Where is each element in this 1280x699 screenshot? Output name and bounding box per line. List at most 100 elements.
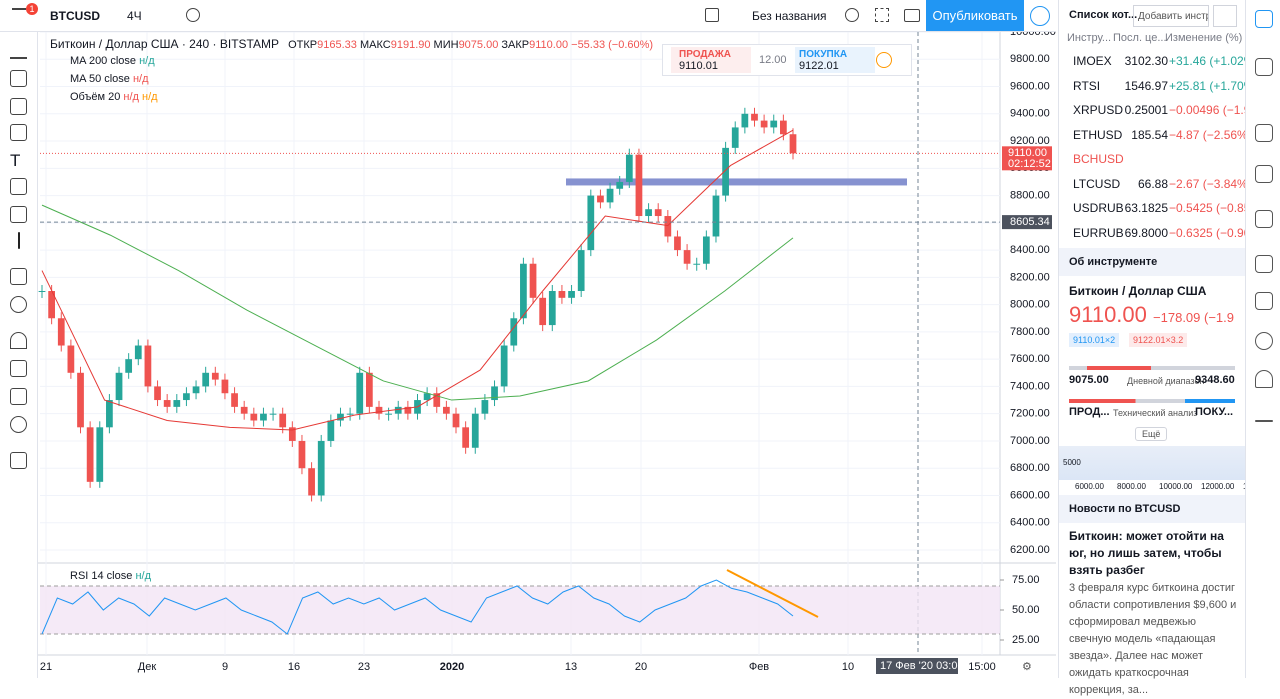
candle (616, 181, 624, 189)
sell-label: ПРОДАЖА (679, 49, 731, 60)
ohlc-value: 9165.33 (317, 39, 357, 51)
notifications-icon[interactable] (1255, 370, 1273, 388)
candle (741, 113, 749, 128)
candle (683, 250, 691, 264)
alerts-icon[interactable] (1255, 58, 1273, 76)
rect-tool[interactable] (10, 124, 27, 141)
hints-icon[interactable] (1255, 332, 1273, 350)
row-change: −0.00496 (−1.95% (1169, 103, 1268, 117)
lock-drawings[interactable] (10, 360, 27, 377)
candle (260, 413, 267, 421)
sell-box[interactable]: ПРОДАЖА 9110.01 (671, 47, 751, 73)
rsi-band (40, 586, 1000, 634)
legend-interval: 240 (189, 37, 210, 51)
line-tool[interactable] (10, 70, 27, 87)
info-icon[interactable] (876, 52, 892, 68)
legend-na: н/д (142, 91, 158, 103)
candle (211, 372, 219, 380)
candle (722, 147, 729, 196)
x-tick-label: 20 (635, 661, 647, 673)
drawing-toolbar: T (0, 32, 38, 678)
indicator-icon[interactable] (186, 8, 200, 22)
snapshot-icon[interactable] (904, 9, 920, 22)
trend-icon[interactable] (1255, 420, 1273, 422)
news-headline[interactable]: Биткоин: может отойти на юг, но лишь зат… (1069, 529, 1224, 577)
x-tick-label: Дек (138, 661, 157, 673)
watchlist-row[interactable]: BCHUSD (1059, 146, 1246, 170)
x-tick-label: 16 (288, 661, 300, 673)
ideas-icon[interactable] (1255, 165, 1273, 183)
messages-icon[interactable] (1255, 292, 1273, 310)
chat-icon[interactable] (1255, 255, 1273, 273)
replay-button[interactable] (1030, 6, 1050, 26)
candle (385, 413, 392, 415)
text-tool[interactable]: T (10, 151, 21, 170)
more-button[interactable]: Ещё (1135, 427, 1168, 441)
visibility-tool[interactable] (10, 416, 27, 433)
watchlist-row[interactable]: IMOEX 3102.30 +31.46 (+1.02%) (1059, 48, 1258, 72)
ohlc-label: МАКС (359, 39, 391, 51)
candle (115, 372, 123, 401)
candle (183, 393, 190, 401)
candle (394, 406, 402, 414)
row-symbol: EURRUB (1073, 225, 1124, 240)
candle (163, 400, 171, 407)
interval[interactable]: 4Ч (127, 9, 142, 23)
watchlist-row[interactable]: RTSI 1546.97 +25.81 (+1.70%) (1059, 73, 1258, 97)
candle (327, 420, 335, 441)
trash-tool[interactable] (10, 452, 27, 469)
watchlist-title[interactable]: Список кот... (1069, 9, 1138, 21)
watchlist-row[interactable]: XRPUSD 0.25001 −0.00496 (−1.95% (1059, 97, 1268, 121)
candle (356, 372, 364, 414)
measure-tool[interactable] (10, 206, 27, 223)
section-header: Новости по BTCUSD (1059, 495, 1246, 523)
countdown: 02:12:52 (1008, 158, 1051, 170)
x-tick-label: 23 (358, 661, 370, 673)
price-axis-bg (1000, 32, 1056, 678)
calendar-icon[interactable] (1255, 124, 1273, 142)
candle (269, 413, 277, 415)
buy-box[interactable]: ПОКУПКА 9122.01 (795, 47, 875, 73)
watchlist-row[interactable]: ETHUSD 185.54 −4.87 (−2.56%) (1059, 122, 1252, 146)
publish-button[interactable]: Опубликовать (926, 0, 1024, 31)
settings-icon[interactable] (845, 8, 859, 22)
watchlist-header: Инстру... Посл. це... Изменение (%) (1059, 32, 1246, 48)
cross-tool[interactable] (10, 42, 27, 59)
ohlc-label: ОТКР (288, 39, 318, 51)
watchlist-icon[interactable] (1255, 10, 1273, 28)
top-toolbar: 1 BTCUSD 4Ч Без названия Опубликовать (0, 0, 1056, 32)
watchlist-row[interactable]: LTCUSD 66.88 −2.67 (−3.84%) (1059, 171, 1252, 195)
ta-label: Технический анализ (1113, 408, 1198, 418)
row-last: 185.54 (1131, 127, 1168, 142)
search-box[interactable]: Добавить инстр (1133, 5, 1209, 27)
price-value: 9110.00 (1069, 302, 1147, 327)
magnet-tool[interactable] (10, 332, 27, 349)
candle (760, 120, 768, 128)
candle (500, 345, 508, 387)
settings-icon: ⚙ (1022, 661, 1032, 673)
list-button[interactable] (1213, 5, 1237, 27)
fullscreen-icon[interactable] (875, 8, 889, 22)
symbol[interactable]: BTCUSD (50, 9, 100, 23)
y-tick-label: 9400.00 (1010, 108, 1050, 120)
candle (529, 263, 537, 298)
watchlist-row[interactable]: EURRUB 69.8000 −0.6325 (−0.90%) (1059, 220, 1265, 244)
legend-na: н/д (139, 55, 155, 67)
zoom-tool[interactable] (10, 296, 27, 313)
pattern-tool[interactable] (10, 178, 27, 195)
arrow-tool[interactable] (18, 232, 20, 249)
ma50-legend: MA 50 close н/д (70, 73, 149, 85)
day-high: 9348.60 (1195, 374, 1235, 386)
legend-na: н/д (132, 73, 149, 85)
menu-icon[interactable] (12, 8, 26, 22)
y-tick-label: 6200.00 (1010, 544, 1050, 556)
layout-name[interactable]: Без названия (752, 9, 827, 23)
layout-icon[interactable] (705, 8, 719, 22)
row-change: +31.46 (+1.02%) (1169, 54, 1259, 68)
ruler-tool[interactable] (10, 268, 27, 285)
data-icon[interactable] (1255, 210, 1273, 228)
watchlist-row[interactable]: USDRUB 63.1825 −0.5425 (−0.85%) (1059, 195, 1265, 219)
fib-tool[interactable] (10, 98, 27, 115)
candle (38, 291, 46, 292)
unlock-tool[interactable] (10, 388, 27, 405)
